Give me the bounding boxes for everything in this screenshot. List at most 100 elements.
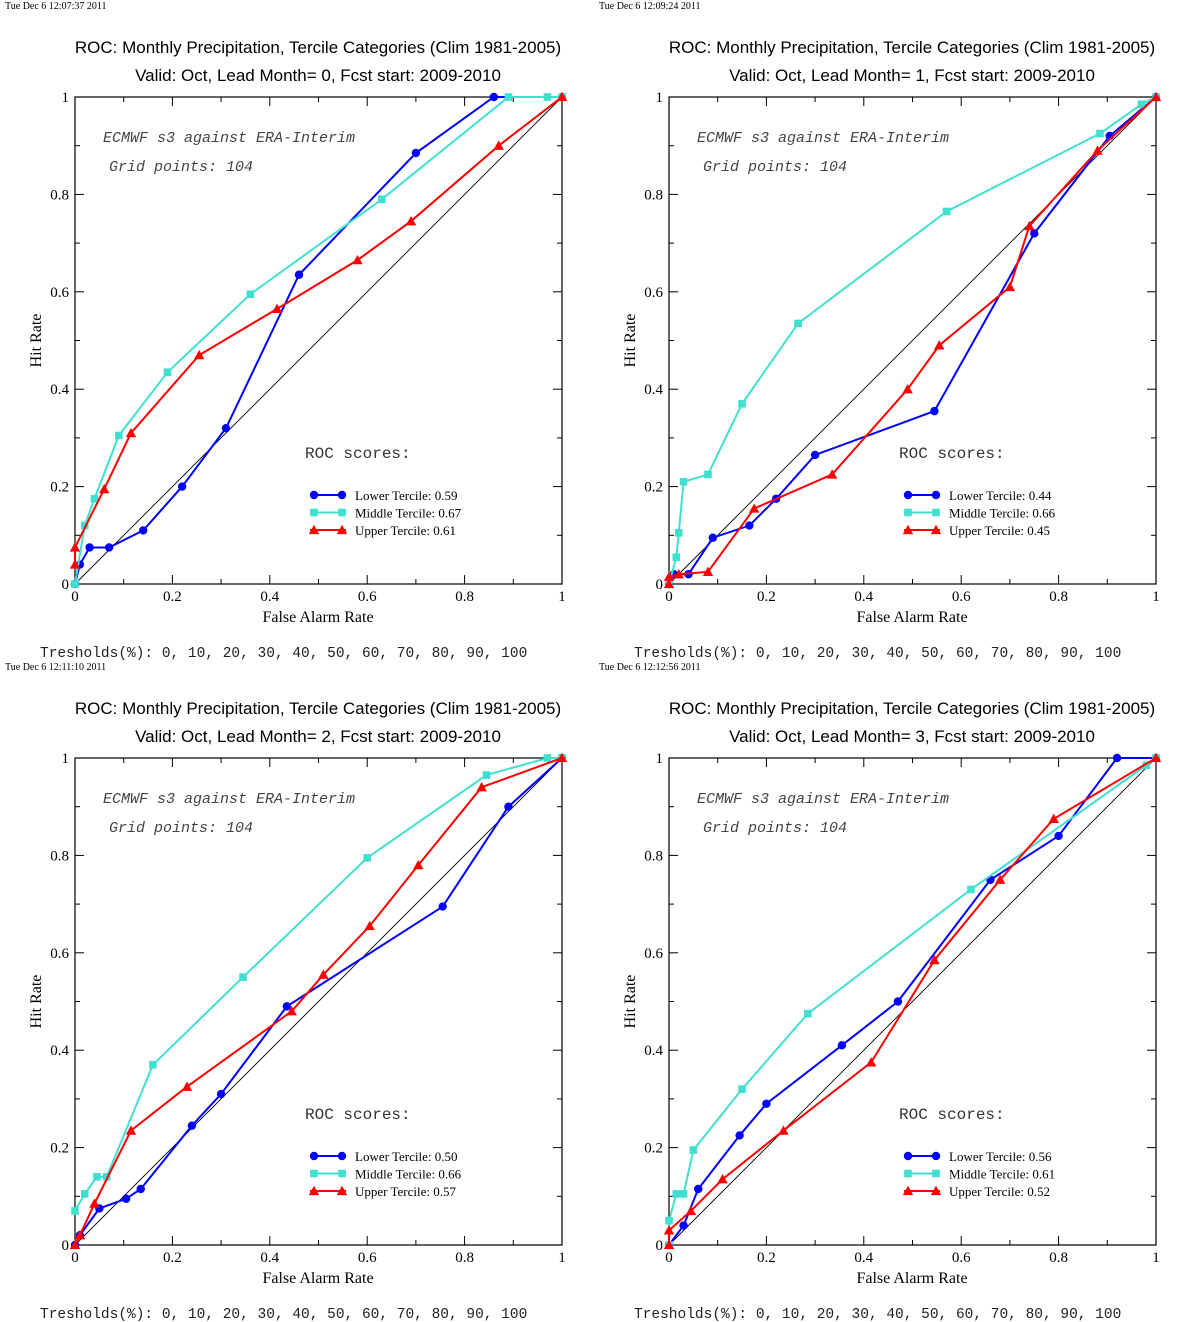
y-axis-label: Hit Rate: [28, 314, 45, 368]
legend-entry-upper-tercile: Upper Tercile: 0.45: [902, 523, 1050, 538]
legend-marker: [904, 508, 912, 517]
lower-tercile-point: [438, 902, 447, 911]
no-skill-diagonal: [74, 96, 563, 585]
middle-tercile-point: [378, 195, 386, 204]
y-axis-label: Hit Rate: [622, 975, 639, 1029]
x-tick-label: 0.2: [163, 589, 182, 605]
y-tick-label: 0.4: [644, 382, 663, 398]
thresholds-footer: Tresholds(%): 0, 10, 20, 30, 40, 50, 60,…: [40, 646, 527, 662]
legend-marker: [902, 1185, 914, 1196]
model-annotation: ECMWF s3 against ERA-Interim: [697, 130, 949, 147]
thresholds-footer: Tresholds(%): 0, 10, 20, 30, 40, 50, 60,…: [40, 1307, 527, 1322]
middle-tercile-point: [1137, 100, 1146, 109]
middle-tercile-point: [674, 529, 683, 537]
legend-marker: [903, 1151, 913, 1161]
x-axis-label: False Alarm Rate: [262, 1270, 373, 1287]
grid-points-annotation: Grid points: 104: [703, 820, 847, 837]
x-tick-label: 0.2: [757, 1250, 776, 1266]
upper-tercile-point: [663, 571, 675, 581]
upper-tercile-point: [902, 384, 913, 394]
upper-tercile-point: [778, 1125, 789, 1135]
lower-tercile-point: [411, 148, 421, 158]
roc-chart-lead-3: Tue Dec 6 12:12:56 2011 ROC: Monthly Prec…: [599, 662, 1162, 1322]
roc-panel-lead-0: Tue Dec 6 12:07:37 2011 ROC: Monthly Prec…: [0, 0, 593, 662]
middle-tercile-point: [672, 1190, 681, 1198]
y-tick-label: 0.2: [50, 480, 69, 496]
middle-tercile-point: [163, 368, 172, 376]
lower-tercile-point: [85, 543, 94, 552]
roc-chart-lead-1: Tue Dec 6 12:09:24 2011 ROC: Monthly Prec…: [599, 1, 1162, 662]
lower-tercile-point: [221, 423, 231, 433]
y-tick-label: 0.6: [50, 285, 69, 301]
middle-tercile-point: [794, 319, 802, 328]
legend-marker: [338, 1169, 346, 1178]
x-tick-label: 0.6: [952, 1250, 971, 1266]
upper-tercile-point: [663, 1225, 675, 1235]
upper-tercile-point: [994, 874, 1006, 884]
y-tick-label: 0.6: [644, 285, 663, 301]
lower-tercile-point: [138, 526, 148, 535]
legend-marker: [904, 1169, 912, 1178]
chart-subtitle: Valid: Oct, Lead Month= 2, Fcst start: 2…: [135, 727, 501, 746]
upper-tercile-point: [493, 140, 504, 150]
legend-marker: [930, 1185, 942, 1196]
y-tick-label: 0: [656, 577, 664, 593]
thresholds-footer: Tresholds(%): 0, 10, 20, 30, 40, 50, 60,…: [634, 646, 1121, 662]
legend-label: Upper Tercile: 0.52: [949, 1184, 1050, 1199]
legend-label: Upper Tercile: 0.61: [355, 523, 456, 538]
lower-tercile-point: [810, 450, 820, 460]
lower-tercile-point: [282, 1002, 292, 1011]
x-tick-label: 0: [71, 589, 79, 605]
x-tick-label: 0.2: [163, 1250, 182, 1266]
legend-label: Lower Tercile: 0.56: [949, 1149, 1052, 1164]
lower-tercile-point: [1030, 229, 1039, 238]
legend-entry-upper-tercile: Upper Tercile: 0.61: [308, 523, 456, 538]
upper-tercile-series: [663, 91, 1162, 589]
legend-marker: [309, 490, 319, 500]
upper-tercile-point: [556, 752, 568, 763]
legend-label: Middle Tercile: 0.66: [949, 506, 1056, 521]
x-tick-label: 0.4: [260, 589, 279, 605]
legend-entry-lower-tercile: Lower Tercile: 0.44: [903, 488, 1052, 503]
upper-tercile-series: [69, 752, 568, 1250]
no-skill-diagonal: [74, 757, 563, 1246]
legend-label: Middle Tercile: 0.61: [949, 1167, 1055, 1182]
upper-tercile-point: [685, 1205, 697, 1216]
lower-tercile-point: [216, 1089, 226, 1099]
y-tick-label: 0: [62, 1238, 70, 1254]
upper-tercile-point: [865, 1057, 877, 1067]
y-tick-label: 1: [62, 90, 70, 106]
x-axis-label: False Alarm Rate: [856, 609, 967, 626]
roc-scores-heading: ROC scores:: [899, 1106, 1005, 1124]
upper-tercile-point: [69, 559, 81, 569]
upper-tercile-point: [1004, 281, 1016, 292]
x-tick-label: 0: [665, 589, 673, 605]
grid-points-annotation: Grid points: 104: [703, 159, 847, 176]
lower-tercile-point: [708, 533, 718, 542]
middle-tercile-point: [1142, 761, 1151, 770]
upper-tercile-point: [826, 469, 838, 479]
timestamp: Tue Dec 6 12:07:37 2011: [5, 1, 106, 12]
legend-label: Lower Tercile: 0.50: [355, 1149, 457, 1164]
upper-tercile-point: [89, 1198, 100, 1208]
roc-panel-lead-2: Tue Dec 6 12:11:10 2011 ROC: Monthly Prec…: [0, 661, 593, 1322]
middle-tercile-point: [543, 93, 552, 101]
legend-label: Upper Tercile: 0.57: [355, 1184, 457, 1199]
middle-tercile-point: [246, 290, 255, 299]
upper-tercile-point: [405, 215, 417, 226]
upper-tercile-point: [352, 254, 363, 265]
upper-tercile-point: [663, 578, 675, 589]
upper-tercile-point: [99, 483, 110, 494]
x-tick-label: 0: [71, 1250, 79, 1266]
x-tick-label: 0.8: [455, 589, 474, 605]
y-tick-label: 0.2: [644, 1141, 663, 1157]
chart-title: ROC: Monthly Precipitation, Tercile Cate…: [669, 699, 1155, 718]
legend-marker: [338, 508, 346, 517]
legend-marker: [337, 490, 347, 500]
legend-entry-middle-tercile: Middle Tercile: 0.66: [310, 1167, 462, 1182]
legend-label: Lower Tercile: 0.59: [355, 488, 457, 503]
x-tick-label: 0: [665, 1250, 673, 1266]
y-tick-label: 0.6: [644, 946, 663, 962]
legend-marker: [308, 1185, 320, 1196]
